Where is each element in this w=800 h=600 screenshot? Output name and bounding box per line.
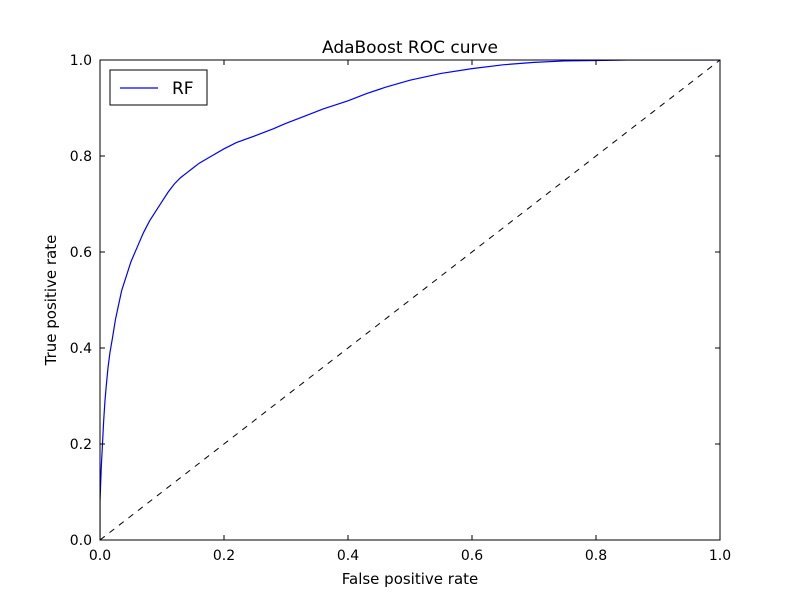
x-tick-label: 0.2 [213, 548, 235, 564]
y-tick-label: 1.0 [70, 53, 92, 69]
y-axis-label: True positive rate [42, 235, 60, 367]
y-tick-label: 0.4 [70, 341, 92, 357]
x-tick-label: 0.4 [337, 548, 359, 564]
legend: RF [109, 69, 208, 106]
y-tick-label: 0.2 [70, 437, 92, 453]
chart-title: AdaBoost ROC curve [322, 38, 498, 58]
y-tick-label: 0.0 [70, 533, 92, 549]
plot-frame [99, 59, 721, 541]
chance-diagonal-line [100, 60, 720, 540]
x-tick-label: 1.0 [709, 548, 731, 564]
y-tick-label: 0.6 [70, 245, 92, 261]
series-line-rf [100, 60, 720, 540]
x-tick-label: 0.6 [461, 548, 483, 564]
x-tick-label: 0.8 [585, 548, 607, 564]
x-tick-label: 0.0 [89, 548, 111, 564]
legend-label-rf: RF [172, 79, 194, 99]
x-axis-label: False positive rate [342, 570, 479, 588]
y-tick-label: 0.8 [70, 149, 92, 165]
